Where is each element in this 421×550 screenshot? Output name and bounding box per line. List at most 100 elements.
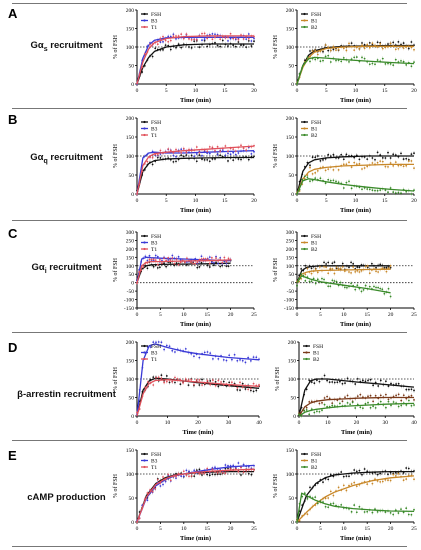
legend-label: FSH [151,120,161,126]
data-point [155,341,157,344]
row-label-e: cAMP production [14,492,119,503]
data-point [160,374,163,377]
data-point [353,469,356,471]
data-point [224,36,227,39]
data-point [366,165,369,168]
data-point [394,192,397,194]
data-point [303,492,306,495]
y-axis-label: % of FSH [112,366,119,391]
data-point [190,38,193,41]
data-point [247,472,250,475]
data-point [214,41,216,44]
data-point [407,47,410,50]
data-point [327,49,330,52]
data-point [193,355,195,358]
series-line-b2 [298,402,415,417]
data-point [180,151,183,154]
data-point [316,271,319,274]
data-point [142,266,145,268]
data-point [196,261,199,264]
data-point [156,478,159,481]
y-tick-label: 100 [286,45,295,51]
data-point [369,378,372,381]
data-point [410,193,413,195]
data-point [331,262,334,265]
data-point [402,165,405,168]
x-tick-label: 20 [251,88,257,94]
data-point [345,163,348,166]
data-point [200,258,203,261]
data-point [227,464,229,467]
x-tick-label: 15 [382,198,388,204]
y-tick-label: 50 [129,396,135,402]
data-point [247,158,250,161]
data-point [371,482,374,485]
data-point [194,262,197,265]
data-point [368,188,371,191]
data-point [379,160,382,163]
data-point [215,261,217,264]
data-point [213,264,215,267]
data-point [184,347,187,350]
data-point [214,384,217,387]
data-point [163,257,165,260]
data-point [392,401,395,403]
data-point [342,163,345,166]
data-point [324,44,327,46]
data-point [175,35,177,37]
data-point [250,473,253,476]
data-point [383,292,386,295]
data-point [206,264,209,267]
y-axis-label: % of FSH [274,366,281,391]
data-point [345,181,348,184]
x-axis-label: Time (min) [180,535,211,542]
data-point [353,504,356,506]
data-point [367,401,369,404]
data-point [296,284,298,287]
row-label-a-sub: s [43,45,48,53]
data-point [314,268,317,271]
data-point [247,37,250,40]
data-point [164,44,167,47]
data-point [358,271,361,273]
data-point [240,44,242,47]
y-tick-label: 50 [289,272,295,278]
y-tick-label: 150 [126,448,135,454]
data-point [379,263,382,266]
data-point [214,158,216,160]
data-point [402,47,405,50]
x-tick-label: 25 [251,312,257,318]
y-tick-label: 150 [286,448,295,454]
data-point [324,497,327,500]
data-point [345,153,348,156]
chart-a-left: 0 50 100 150 200 0 5 10 15 20 Time (min) % of FSH FS… [112,8,257,104]
data-point [337,267,340,270]
data-point [234,45,237,48]
data-point [342,47,345,50]
data-point [327,153,330,156]
legend-marker [143,452,146,456]
legend-label: B2 [311,133,318,139]
y-tick-label: 50 [289,173,295,179]
y-tick-label: -50 [127,289,135,295]
data-point [342,187,345,189]
data-point [154,47,157,50]
data-point [146,499,149,502]
y-tick-label: 300 [286,230,295,236]
chart-d-right: 0 50 100 150 200 0 10 20 30 40 Time (min) % of FSH F… [274,340,417,436]
data-point [392,165,395,167]
data-point [201,378,203,381]
data-point [341,382,344,385]
data-point [389,42,392,45]
data-point [385,266,388,269]
data-point [224,464,227,466]
row-label-c-main: Gα [31,262,45,273]
panel-letter-c: C [8,226,18,241]
data-point [413,152,415,155]
data-point [150,258,153,261]
data-point [410,404,413,407]
data-point [157,376,160,379]
row-separator [12,220,407,221]
data-point [348,266,350,269]
legend-marker [143,351,146,354]
